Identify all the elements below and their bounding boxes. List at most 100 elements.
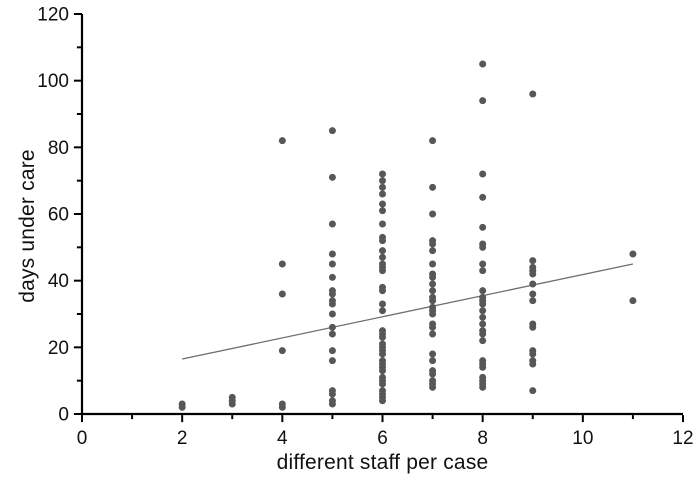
data-point: [479, 330, 487, 338]
data-point: [379, 183, 386, 191]
data-point: [479, 337, 487, 345]
data-point: [429, 273, 437, 281]
y-tick-label: 120: [37, 5, 69, 26]
data-point: [479, 383, 487, 391]
data-point: [429, 383, 437, 391]
data-point: [479, 223, 487, 231]
data-point: [328, 347, 336, 355]
data-point: [328, 310, 336, 318]
data-point: [529, 297, 537, 305]
x-tick-label: 4: [277, 428, 288, 449]
data-point: [529, 257, 537, 265]
data-point: [429, 330, 437, 338]
data-point: [479, 243, 487, 251]
data-point: [479, 193, 487, 201]
y-tick-label: 100: [37, 71, 69, 92]
data-point: [629, 250, 637, 258]
x-tick-label: 8: [477, 428, 488, 449]
data-point: [328, 357, 336, 365]
data-point: [278, 290, 286, 298]
data-point: [529, 90, 537, 98]
data-point: [479, 363, 487, 371]
data-point: [479, 260, 487, 268]
data-point: [429, 240, 437, 248]
data-point: [429, 247, 437, 255]
data-point: [278, 137, 286, 145]
data-point: [429, 183, 437, 191]
data-point: [328, 127, 336, 135]
data-point: [429, 260, 437, 268]
y-axis-title: days under care: [16, 149, 39, 303]
data-point: [429, 310, 437, 318]
data-point: [379, 333, 386, 341]
data-point: [479, 287, 487, 295]
data-point: [379, 307, 386, 315]
data-point: [379, 207, 386, 215]
data-point: [529, 350, 537, 358]
data-point: [379, 247, 386, 255]
data-point: [479, 313, 487, 321]
data-point: [529, 323, 537, 331]
data-point: [529, 290, 537, 298]
x-tick-label: 6: [377, 428, 388, 449]
data-point: [379, 237, 386, 245]
data-point: [479, 60, 487, 68]
y-tick-label: 80: [48, 138, 69, 159]
data-point: [278, 260, 286, 268]
data-point: [328, 220, 336, 228]
data-point: [379, 267, 386, 275]
data-point: [328, 330, 336, 338]
data-point: [479, 307, 487, 315]
data-point: [429, 280, 437, 288]
data-point: [379, 380, 386, 388]
data-point: [429, 210, 437, 218]
data-point: [328, 250, 336, 258]
data-point: [379, 287, 386, 295]
data-point: [529, 360, 537, 368]
data-point: [328, 290, 336, 298]
x-tick-label: 2: [177, 428, 188, 449]
data-point: [328, 323, 336, 331]
x-axis-title: different staff per case: [276, 451, 489, 474]
data-point: [379, 397, 386, 405]
data-point: [328, 400, 336, 408]
y-tick-label: 40: [48, 271, 69, 292]
data-point: [379, 350, 386, 358]
data-point: [479, 97, 487, 105]
data-point: [379, 177, 386, 185]
data-point: [429, 323, 437, 331]
data-point: [328, 300, 336, 308]
data-point: [429, 137, 437, 145]
data-point: [479, 170, 487, 178]
data-point: [228, 400, 236, 408]
data-point: [379, 200, 386, 208]
data-point: [479, 320, 487, 328]
data-point: [429, 370, 437, 378]
data-point: [429, 350, 437, 358]
data-point: [429, 297, 437, 305]
data-point: [278, 403, 286, 411]
data-point: [328, 173, 336, 181]
data-point: [328, 273, 336, 281]
data-point: [178, 403, 186, 411]
data-point: [479, 267, 487, 275]
data-point: [529, 387, 537, 395]
data-point: [529, 280, 537, 288]
x-tick-label: 0: [77, 428, 88, 449]
data-point: [379, 220, 386, 228]
data-point: [379, 170, 386, 178]
y-tick-label: 0: [58, 405, 69, 426]
y-tick-label: 60: [48, 205, 69, 226]
x-tick-label: 10: [572, 428, 593, 449]
data-point: [379, 300, 386, 308]
data-point: [379, 190, 386, 198]
data-point: [629, 297, 637, 305]
data-point: [429, 357, 437, 365]
data-point: [278, 347, 286, 355]
data-point: [479, 300, 487, 308]
data-point: [379, 253, 386, 261]
data-point: [429, 287, 437, 295]
data-point: [328, 390, 336, 398]
